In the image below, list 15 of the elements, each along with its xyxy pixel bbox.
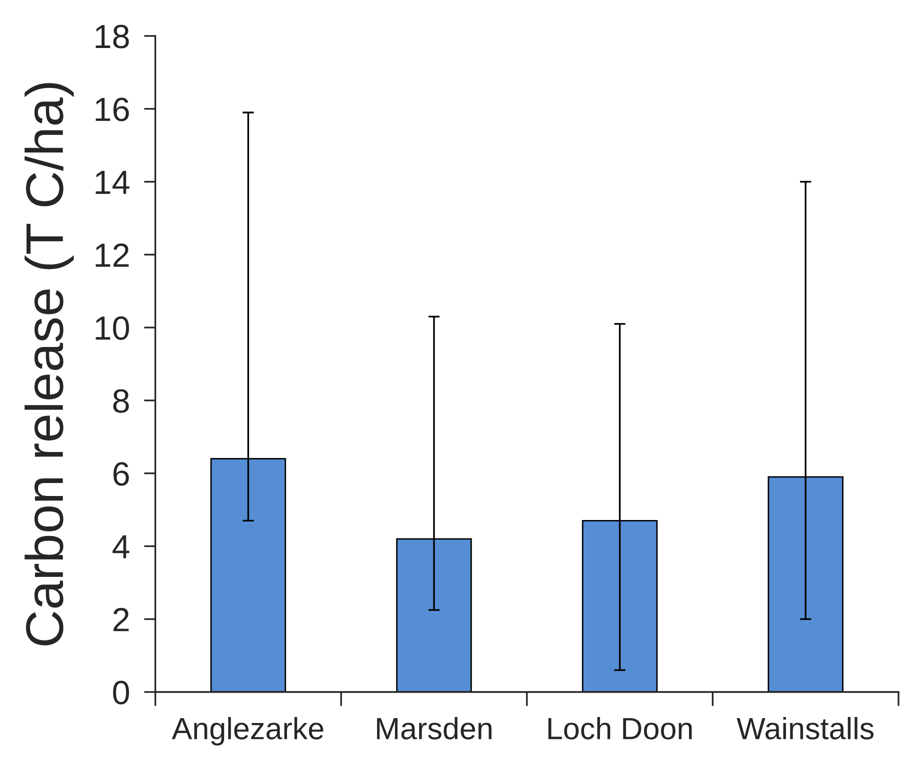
y-tick-label: 4 [112,535,130,558]
y-tick-label: 6 [113,462,129,486]
y-axis-title: Carbon release (T C/ha) [24,83,74,646]
y-tick-label: 10 [96,316,130,340]
y-tick-label: 18 [96,24,129,48]
x-tick-label: Loch Doon [548,717,692,740]
y-tick-label: 16 [96,98,129,122]
y-tick-label: 8 [113,389,129,413]
x-tick-label: Wainstalls [736,717,874,740]
x-tick-label: Anglezarke [172,717,324,746]
x-tick-label: Marsden [377,717,492,740]
y-tick-label: 0 [113,680,130,704]
y-tick-label: 2 [113,608,129,632]
y-tick-label: 12 [96,243,129,267]
y-tick-label: 14 [96,170,130,194]
